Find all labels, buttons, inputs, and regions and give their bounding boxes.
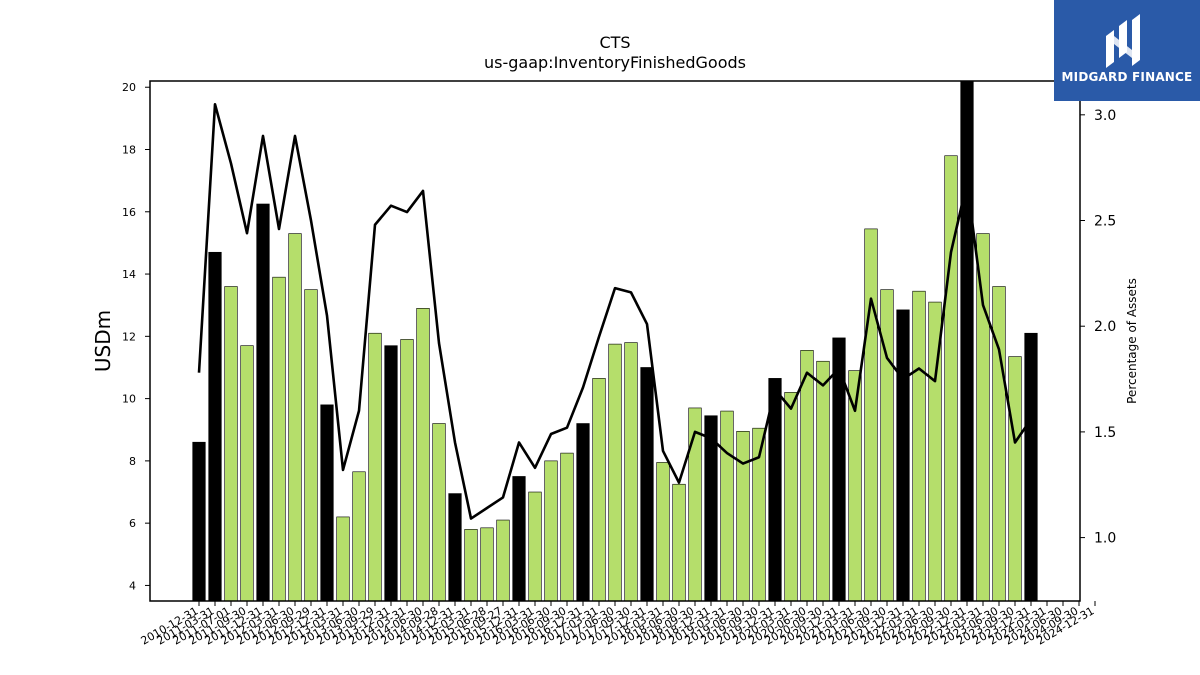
y2-axis-label: Percentage of Assets: [1125, 278, 1139, 404]
y-tick-label: 10: [122, 393, 136, 406]
bar: [256, 203, 270, 602]
y-axis-left: 4 6 8 10 12 14 16 18 20: [122, 81, 150, 592]
bar: [544, 460, 558, 602]
y2-tick-label: 1.5: [1094, 425, 1116, 441]
bar: [512, 476, 526, 602]
bar: [1008, 356, 1022, 602]
bar: [240, 345, 254, 602]
bar: [912, 290, 926, 602]
bar: [880, 289, 894, 602]
chart-subtitle: us-gaap:InventoryFinishedGoods: [484, 53, 746, 72]
plot-frame: [149, 80, 1081, 602]
y-tick-label: 14: [122, 268, 136, 281]
bar: [368, 332, 382, 602]
bar: [272, 276, 286, 602]
bar: [400, 339, 414, 602]
y-tick-label: 4: [129, 579, 136, 592]
chart-title: CTS: [599, 33, 630, 52]
bar: [384, 345, 398, 602]
y-tick-label: 16: [122, 206, 136, 219]
bar: [688, 407, 702, 602]
y-tick-label: 18: [122, 144, 136, 157]
bar: [480, 527, 494, 602]
bar: [640, 367, 654, 602]
x-axis: 2010-12-312011-03-312011-07-012011-09-30…: [139, 601, 1097, 648]
bar: [496, 519, 510, 602]
bar: [1024, 332, 1038, 602]
bar: [624, 342, 638, 602]
y-tick-label: 20: [122, 81, 136, 94]
midgard-finance-logo: MIDGARD FINANCE: [1054, 0, 1200, 101]
bar: [976, 233, 990, 602]
bar: [736, 430, 750, 602]
logo-text: MIDGARD FINANCE: [1061, 70, 1193, 84]
percentage-line: [197, 102, 1033, 520]
bar: [944, 155, 958, 602]
y2-tick-label: 1.0: [1094, 531, 1116, 547]
bar: [336, 516, 350, 602]
bar: [208, 251, 222, 602]
bar: [528, 491, 542, 602]
bar: [432, 423, 446, 602]
bar: [416, 308, 430, 602]
line-series: [197, 102, 1033, 520]
y-tick-label: 6: [129, 517, 136, 530]
bar: [592, 378, 606, 602]
bar: [192, 441, 206, 602]
bar-series: [192, 80, 1038, 602]
bar: [224, 286, 238, 602]
bar: [560, 452, 574, 602]
bar: [816, 360, 830, 602]
bar: [784, 392, 798, 602]
bar: [352, 471, 366, 602]
y2-tick-label: 3.0: [1094, 108, 1116, 124]
bar: [608, 343, 622, 602]
bar: [320, 404, 334, 602]
y-tick-label: 12: [122, 330, 136, 343]
y2-tick-label: 2.5: [1094, 214, 1116, 230]
y-axis-right: 1.0 1.5 2.0 2.5 3.0: [1080, 108, 1116, 547]
bar: [464, 529, 478, 602]
y-axis-label: USDm: [91, 310, 115, 372]
bar: [672, 483, 686, 602]
bar: [448, 493, 462, 602]
bar: [576, 423, 590, 602]
bar: [800, 350, 814, 602]
y2-tick-label: 2.0: [1094, 319, 1116, 335]
bar: [720, 410, 734, 602]
bar: [896, 309, 910, 602]
bar: [288, 233, 302, 602]
logo-mark-icon: [1106, 14, 1140, 68]
bar: [864, 228, 878, 602]
bar: [656, 462, 670, 602]
bar: [304, 289, 318, 602]
bar: [960, 80, 974, 602]
y-tick-label: 8: [129, 455, 136, 468]
